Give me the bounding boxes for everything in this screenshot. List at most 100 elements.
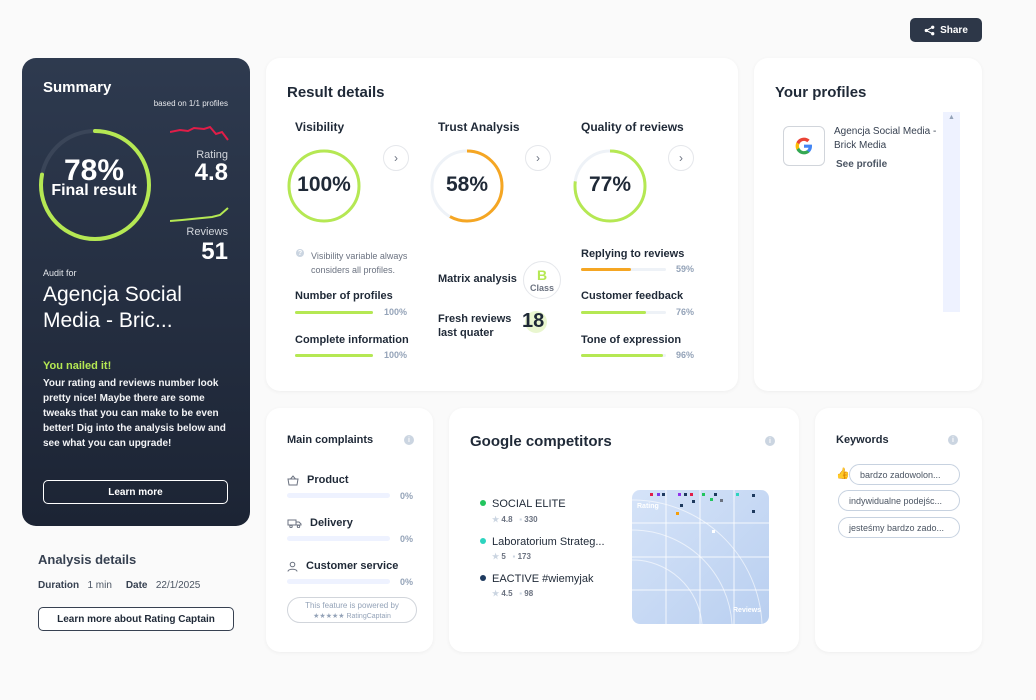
chevron-right-icon: › <box>536 151 540 165</box>
visibility-title: Visibility <box>295 120 345 134</box>
keywords-card: Keywords i 👍 bardzo zadowolon... indywid… <box>815 408 982 652</box>
info-icon[interactable]: i <box>404 435 414 445</box>
powered-by-text: This feature is powered by <box>305 601 399 610</box>
replying-to-reviews-bar <box>581 268 666 271</box>
nailed-title: You nailed it! <box>43 360 112 372</box>
date-value: 22/1/2025 <box>155 580 201 591</box>
competitor-reviews: 173 <box>517 552 531 561</box>
nailed-text: Your rating and reviews number look pret… <box>43 378 226 449</box>
summary-card: Summary based on 1/1 profiles 78% Final … <box>22 58 250 526</box>
matrix-class: Class <box>529 283 555 293</box>
complaint-product-pct: 0% <box>400 491 414 501</box>
competitor-meta: ★ 5 ▪ 173 <box>492 552 531 561</box>
company-name: Agencja Social Media - Bric... <box>43 283 182 332</box>
share-button[interactable]: Share <box>910 18 982 42</box>
google-icon <box>783 126 825 166</box>
thumbs-up-icon: 👍 <box>836 468 850 480</box>
analysis-details-line: Duration 1 min Date 22/1/2025 <box>38 580 200 591</box>
person-icon <box>287 561 298 572</box>
rating-value: 4.8 <box>194 159 228 186</box>
quality-pct: 77% <box>588 173 632 196</box>
map-y-label: Rating <box>637 503 659 510</box>
complaint-delivery-bar <box>287 536 390 541</box>
competitor-meta: ★ 4.5 ▪ 98 <box>492 589 533 598</box>
trust-ring <box>430 149 504 223</box>
scroll-up-icon: ▲ <box>948 114 955 121</box>
learn-more-rating-captain-button[interactable]: Learn more about Rating Captain <box>38 607 234 631</box>
info-icon[interactable]: i <box>948 435 958 445</box>
trust-arrow-button[interactable]: › <box>525 145 551 171</box>
result-details-title: Result details <box>287 84 385 101</box>
visibility-arrow-button[interactable]: › <box>383 145 409 171</box>
date-label: Date <box>125 580 148 591</box>
reviews-value: 51 <box>201 238 228 265</box>
google-competitors-title: Google competitors <box>470 433 612 450</box>
keyword-chip[interactable]: bardzo zadowolon... <box>849 464 960 485</box>
number-of-profiles-label: Number of profiles <box>295 290 393 302</box>
replying-to-reviews-pct: 59% <box>676 264 695 274</box>
competitors-map-grid: Rating Reviews <box>632 490 769 624</box>
quality-of-reviews-title: Quality of reviews <box>581 120 684 134</box>
complete-information-pct: 100% <box>384 350 408 360</box>
your-profiles-card: Your profiles Agencja Social Media - Bri… <box>754 58 982 391</box>
based-on-text: based on 1/1 profiles <box>153 99 228 108</box>
complaint-product-bar <box>287 493 390 498</box>
rating-label: Rating <box>196 149 228 161</box>
duration-value: 1 min <box>87 580 112 591</box>
basket-icon <box>287 475 299 486</box>
competitor-rating: 4.8 <box>501 515 513 524</box>
fresh-reviews-circle <box>525 311 547 333</box>
complaint-delivery-pct: 0% <box>400 534 414 544</box>
competitor-reviews: 98 <box>524 589 534 598</box>
see-profile-link[interactable]: See profile <box>836 159 888 170</box>
comment-icon: ▪ <box>519 515 523 524</box>
trust-analysis-title: Trust Analysis <box>438 120 520 134</box>
info-icon[interactable]: i <box>765 436 775 446</box>
tone-of-expression-bar <box>581 354 666 357</box>
competitor-meta: ★ 4.8 ▪ 330 <box>492 515 538 524</box>
visibility-pct: 100% <box>297 173 351 196</box>
competitor-dot <box>480 538 486 544</box>
final-result-ring <box>39 129 151 241</box>
matrix-grade: B <box>536 267 548 283</box>
final-result-label: Final result <box>51 182 137 199</box>
complaint-customer-service-pct: 0% <box>400 577 414 587</box>
share-icon <box>924 25 935 35</box>
visibility-note: Visibility variable always considers all… <box>311 251 408 275</box>
fresh-reviews-label: Fresh reviews last quater <box>438 313 512 339</box>
tone-of-expression-pct: 96% <box>676 350 695 360</box>
complaint-delivery-label: Delivery <box>310 517 353 529</box>
competitor-name[interactable]: EACTIVE #wiemyjak <box>492 573 594 585</box>
competitor-name[interactable]: Laboratorium Strateg... <box>492 536 605 548</box>
google-competitors-card: Google competitors i SOCIAL ELITE ★ 4.8 … <box>449 408 799 652</box>
competitors-map[interactable]: Rating Reviews <box>632 490 769 624</box>
number-of-profiles-pct: 100% <box>384 307 408 317</box>
complete-information-bar <box>295 354 373 357</box>
summary-title: Summary <box>43 79 112 96</box>
main-complaints-card: Main complaints i Product 0% Delivery 0%… <box>266 408 433 652</box>
duration-label: Duration <box>38 580 80 591</box>
keyword-chip[interactable]: jesteśmy bardzo zado... <box>838 517 960 538</box>
truck-icon <box>287 519 302 528</box>
competitor-name[interactable]: SOCIAL ELITE <box>492 498 566 510</box>
chevron-right-icon: › <box>679 151 683 165</box>
tone-of-expression-label: Tone of expression <box>581 334 682 346</box>
complaint-product-label: Product <box>307 474 349 486</box>
profiles-scrollbar[interactable]: ▲ <box>943 112 960 312</box>
quality-arrow-button[interactable]: › <box>668 145 694 171</box>
comment-icon: ▪ <box>519 589 523 598</box>
competitor-dot <box>480 500 486 506</box>
star-icon: ★ <box>492 589 500 598</box>
matrix-grade-badge: B Class <box>523 261 561 299</box>
customer-feedback-bar <box>581 311 666 314</box>
keyword-chip[interactable]: indywidualne podejśc... <box>838 490 960 511</box>
star-icon: ★ <box>492 552 500 561</box>
complaint-customer-service-label: Customer service <box>306 560 399 572</box>
competitor-dot <box>480 575 486 581</box>
competitor-rating: 5 <box>501 552 506 561</box>
reviews-label: Reviews <box>186 226 228 238</box>
customer-feedback-label: Customer feedback <box>581 290 684 302</box>
learn-more-button[interactable]: Learn more <box>43 480 228 504</box>
reviews-sparkline <box>170 207 229 222</box>
main-complaints-title: Main complaints <box>287 434 374 446</box>
